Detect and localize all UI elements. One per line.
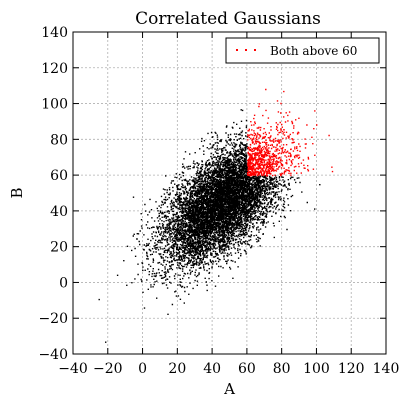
y-tick-label: −40	[38, 347, 68, 363]
x-tick-label: 40	[203, 361, 221, 377]
x-tick-label: 120	[338, 361, 365, 377]
y-tick-label: 140	[41, 25, 68, 41]
x-tick-label: 140	[373, 361, 400, 377]
x-axis-label: A	[223, 380, 235, 398]
y-tick-label: 60	[50, 168, 68, 184]
x-tick-label: 20	[168, 361, 186, 377]
legend: Both above 60	[225, 37, 380, 64]
x-tick-label: 60	[238, 361, 256, 377]
legend-marker-dot	[254, 49, 256, 51]
y-tick-label: 80	[50, 132, 68, 148]
legend-box	[225, 37, 380, 64]
x-tick-label: 100	[303, 361, 330, 377]
y-tick-label: 40	[50, 204, 68, 220]
axis-ticks: −40 −20 0 20 40 60 80 100 120 140 −40 −20 0 20 40 60 80 1…	[38, 25, 399, 377]
legend-marker-dot	[245, 49, 247, 51]
x-tick-label: 80	[273, 361, 291, 377]
x-tick-label: −20	[93, 361, 123, 377]
legend-label: Both above 60	[270, 44, 357, 58]
legend-marker-red	[236, 49, 256, 51]
x-tick-label: 0	[138, 361, 147, 377]
legend-marker-dot	[236, 49, 238, 51]
series-other-points	[98, 109, 321, 343]
y-tick-label: 0	[59, 275, 68, 291]
x-tick-label: −40	[58, 361, 88, 377]
y-axis-label: B	[8, 187, 26, 198]
y-tick-label: 100	[41, 97, 68, 113]
y-tick-label: 20	[50, 240, 68, 256]
plot-frame	[72, 31, 387, 355]
y-tick-label: −20	[38, 311, 68, 327]
chart-title: Correlated Gaussians	[135, 9, 321, 29]
series-both-above-60-points	[247, 88, 334, 177]
y-tick-label: 120	[41, 61, 68, 77]
data-points	[98, 88, 334, 343]
